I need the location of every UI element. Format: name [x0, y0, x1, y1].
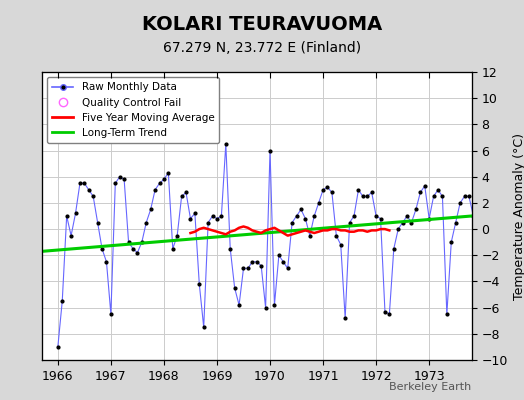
Text: Berkeley Earth: Berkeley Earth: [389, 382, 472, 392]
Text: KOLARI TEURAVUOMA: KOLARI TEURAVUOMA: [142, 14, 382, 34]
Legend: Raw Monthly Data, Quality Control Fail, Five Year Moving Average, Long-Term Tren: Raw Monthly Data, Quality Control Fail, …: [47, 77, 220, 143]
Y-axis label: Temperature Anomaly (°C): Temperature Anomaly (°C): [513, 132, 524, 300]
Text: 67.279 N, 23.772 E (Finland): 67.279 N, 23.772 E (Finland): [163, 41, 361, 55]
